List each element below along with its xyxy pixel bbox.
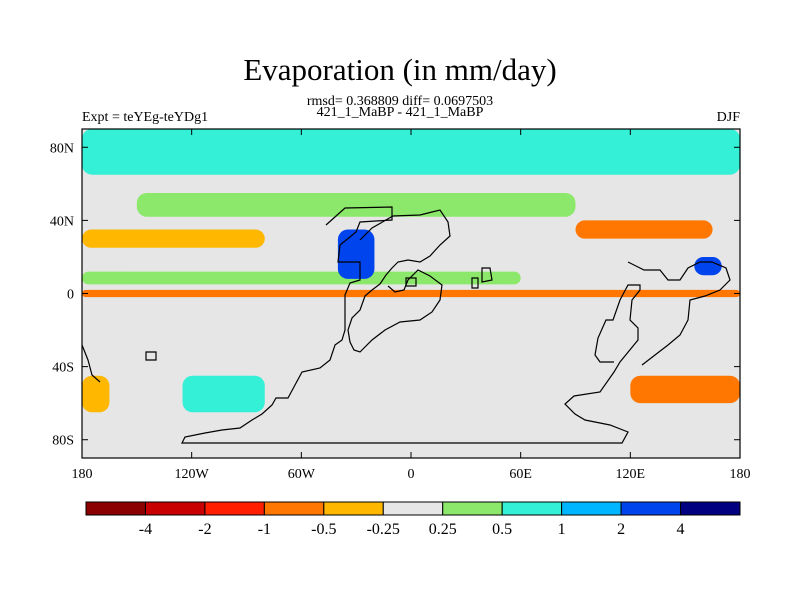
- colorbar-label: -1: [258, 521, 271, 538]
- colorbar: -4 -2 -1 -0.5 -0.25 0.25 0.5 1 2 4: [85, 501, 741, 538]
- y-tick-label: 40N: [50, 214, 74, 229]
- field-region-11: [694, 256, 722, 276]
- colorbar-label: -2: [198, 521, 211, 538]
- colorbar-label: -4: [139, 521, 152, 538]
- colorbar-swatch: [144, 501, 206, 516]
- y-axis: 80N 40N 0 40S 80S: [50, 141, 740, 449]
- colorbar-swatch: [501, 501, 563, 516]
- colorbar-label: 0.5: [492, 521, 512, 538]
- y-tick-label: 40S: [52, 361, 74, 376]
- field-region-9: [182, 375, 265, 413]
- colorbar-label: -0.5: [311, 521, 336, 538]
- colorbar-swatch: [263, 501, 325, 516]
- colorbar-swatch: [382, 501, 444, 516]
- x-tick-label: 120W: [175, 467, 210, 482]
- colorbar-swatch: [442, 501, 503, 516]
- y-tick-label: 80S: [52, 434, 74, 449]
- stats-line: rmsd= 0.368809 diff= 0.0697503: [306, 94, 494, 109]
- colorbar-label: 4: [677, 521, 685, 538]
- field-region-6: [82, 271, 521, 285]
- chart-subtitle: 421_1_MaBP - 421_1_MaBP: [316, 105, 484, 120]
- colorbar-label: 2: [617, 521, 625, 538]
- x-tick-label: 60W: [288, 467, 316, 482]
- field-region-8: [82, 375, 110, 413]
- y-tick-label: 80N: [50, 141, 74, 156]
- y-tick-label: 0: [67, 288, 74, 303]
- x-axis: 180 120W 60W 0 60E 120E 180: [72, 129, 751, 482]
- field-region-0: [82, 129, 740, 175]
- field-region-3: [82, 229, 265, 248]
- chart-title: Evaporation (in mm/day): [243, 52, 557, 87]
- x-tick-label: 60E: [509, 467, 532, 482]
- colorbar-swatch: [85, 501, 146, 516]
- field-region-5: [82, 289, 740, 298]
- colorbar-label: 1: [558, 521, 566, 538]
- field-region-10: [337, 229, 375, 279]
- season-label: DJF: [716, 110, 740, 125]
- x-tick-label: 180: [730, 467, 751, 482]
- map-field: [82, 129, 740, 458]
- colorbar-swatch: [204, 501, 265, 516]
- colorbar-label: -0.25: [367, 521, 400, 538]
- x-tick-label: 120E: [616, 467, 646, 482]
- experiment-label: Expt = teYEg-teYDg1: [82, 110, 209, 125]
- field-region-2: [136, 192, 576, 217]
- coastline: [82, 206, 731, 444]
- x-tick-label: 0: [408, 467, 415, 482]
- colorbar-swatch: [323, 501, 384, 516]
- field-region-4: [575, 220, 713, 239]
- colorbar-swatch: [620, 501, 682, 516]
- colorbar-swatch: [680, 501, 741, 516]
- colorbar-label: 0.25: [429, 521, 457, 538]
- field-region-7: [630, 375, 740, 404]
- colorbar-swatch: [561, 501, 622, 516]
- x-tick-label: 180: [72, 467, 93, 482]
